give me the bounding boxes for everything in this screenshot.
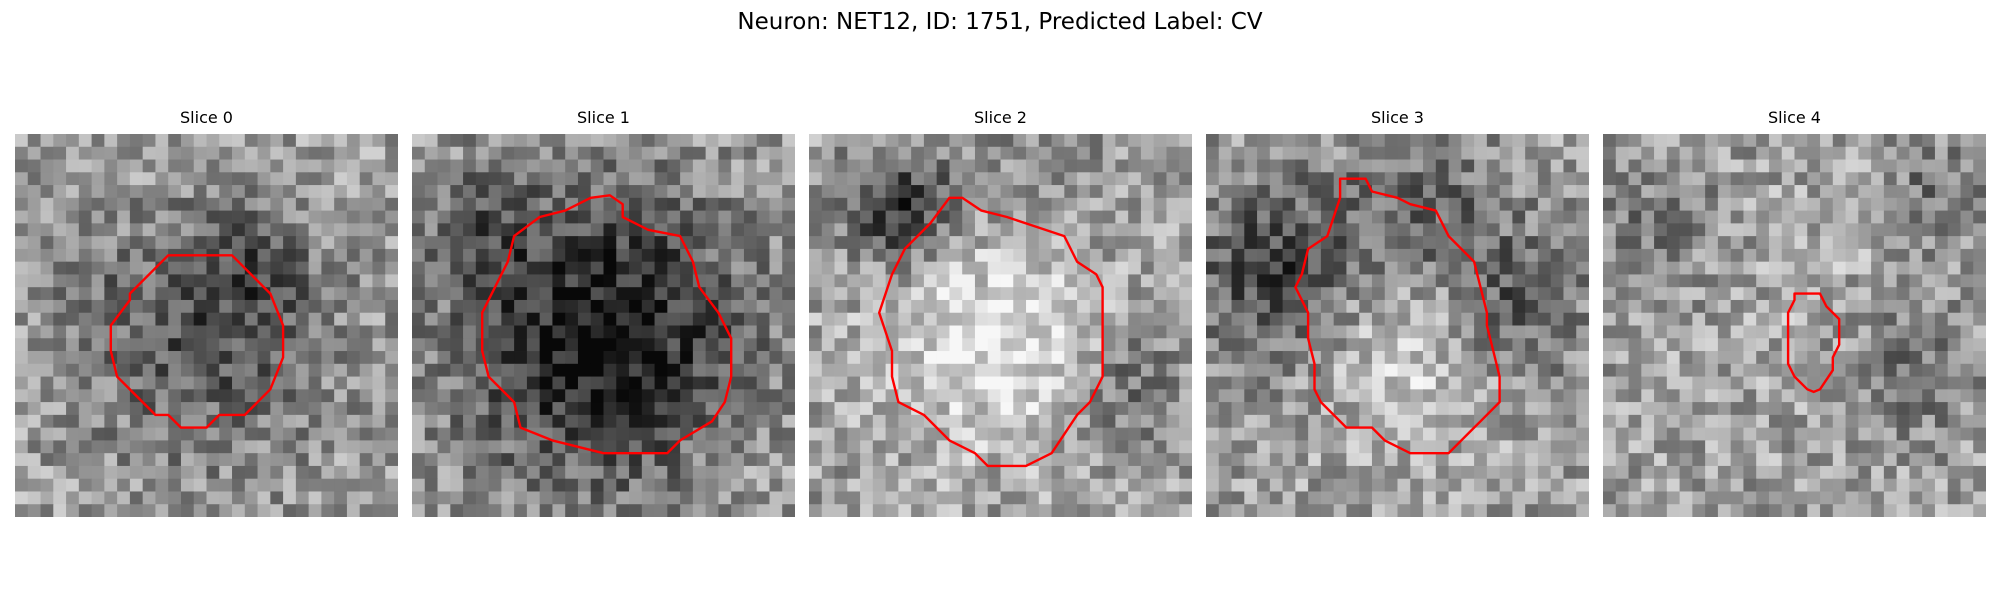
figure-title: Neuron: NET12, ID: 1751, Predicted Label… xyxy=(737,9,1263,35)
slice-panel-3: Slice 3 xyxy=(1206,108,1589,517)
slice-image-1 xyxy=(412,134,795,517)
slice-panel-0: Slice 0 xyxy=(15,108,398,517)
roi-contour xyxy=(877,196,1104,468)
slice-title-1: Slice 1 xyxy=(577,108,630,127)
slice-image-2 xyxy=(809,134,1192,517)
slice-panel-4: Slice 4 xyxy=(1603,108,1986,517)
roi-contour xyxy=(480,194,733,455)
slice-image-4 xyxy=(1603,134,1986,517)
slice-panel-1: Slice 1 xyxy=(412,108,795,517)
slice-panel-2: Slice 2 xyxy=(809,108,1192,517)
slice-image-3 xyxy=(1206,134,1589,517)
slice-title-4: Slice 4 xyxy=(1768,108,1821,127)
roi-contour xyxy=(109,254,285,429)
slice-image-0 xyxy=(15,134,398,517)
roi-contour xyxy=(1786,292,1841,394)
slice-title-0: Slice 0 xyxy=(180,108,233,127)
slice-title-2: Slice 2 xyxy=(974,108,1027,127)
roi-contour xyxy=(1294,177,1501,455)
slice-title-3: Slice 3 xyxy=(1371,108,1424,127)
